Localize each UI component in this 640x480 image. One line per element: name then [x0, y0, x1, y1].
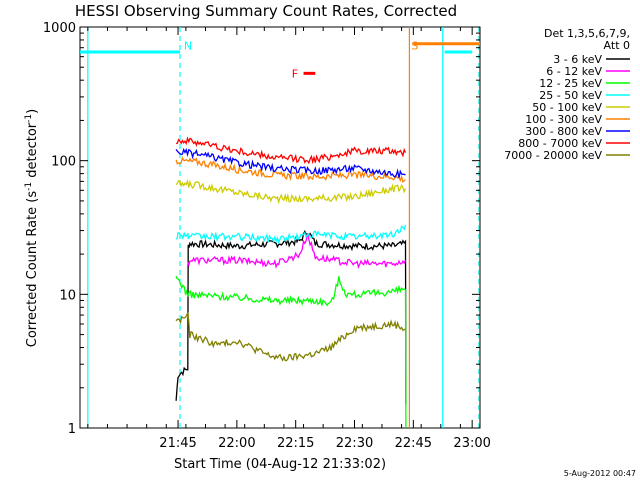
series-line-800-7000-: [175, 136, 407, 165]
series-line-12-25-: [175, 275, 407, 429]
x-tick-label-3: 22:30: [336, 436, 373, 451]
data-series: [175, 136, 407, 429]
y-tick-label-3: 1000: [43, 21, 76, 36]
y-tick-label-2: 100: [51, 155, 76, 170]
y-label-end: ): [25, 109, 40, 114]
x-axis-label: Start Time (04-Aug-12 21:33:02): [174, 457, 386, 472]
legend-label-4: 50 - 100 keV: [532, 101, 602, 114]
legend-title: Det 1,3,5,6,7,9,: [544, 27, 630, 40]
x-tick-label-1: 22:00: [218, 436, 255, 451]
y-label-mid: detector: [25, 122, 40, 182]
legend-label-6: 300 - 800 keV: [525, 125, 602, 138]
legend-label-1: 6 - 12 keV: [546, 65, 602, 78]
series-line-25-50-: [175, 224, 407, 245]
legend-label-8: 7000 - 20000 keV: [504, 149, 602, 162]
legend-label-0: 3 - 6 keV: [553, 53, 602, 66]
series-line-300-800-: [175, 147, 406, 178]
series-line-6-12-: [187, 233, 407, 269]
series-line-7000-20000-: [175, 312, 406, 362]
legend-label-2: 12 - 25 keV: [539, 77, 602, 90]
series-line-50-100-: [175, 178, 407, 205]
legend-subtitle: Att 0: [604, 39, 630, 52]
y-axis-label: Corrected Count Rate (s-1 detector-1): [24, 109, 40, 347]
y-tick-label-0: 1: [68, 422, 76, 437]
x-tick-label-0: 21:45: [159, 436, 196, 451]
series-line-100-300-: [175, 156, 406, 184]
x-tick-label-2: 22:15: [277, 436, 314, 451]
y-label-main: Corrected Count Rate (s: [25, 191, 40, 348]
y-label-sup-1: -1: [24, 182, 34, 191]
y-label-sup-2: -1: [24, 114, 34, 123]
y-tick-label-1: 10: [59, 288, 76, 303]
series-line-3-6-: [175, 229, 407, 405]
legend-label-3: 25 - 50 keV: [539, 89, 602, 102]
chart-title: HESSI Observing Summary Count Rates, Cor…: [75, 2, 457, 20]
vertical-markers: [87, 27, 480, 428]
legend-label-5: 100 - 300 keV: [525, 113, 602, 126]
x-tick-label-5: 23:00: [453, 436, 490, 451]
annotation-n: N: [184, 39, 192, 52]
legend-label-7: 800 - 7000 keV: [518, 137, 602, 150]
plot-frame: [79, 26, 481, 429]
annotation-f: F: [292, 67, 298, 80]
x-tick-label-4: 22:45: [395, 436, 432, 451]
annotation-s: S: [411, 39, 418, 52]
state-bars: N F S: [80, 39, 480, 80]
axes: 21:45 22:00 22:15 22:30 22:45 23:00 1 10 100 1000: [43, 21, 491, 451]
footer-timestamp: 5-Aug-2012 00:47: [564, 469, 636, 478]
